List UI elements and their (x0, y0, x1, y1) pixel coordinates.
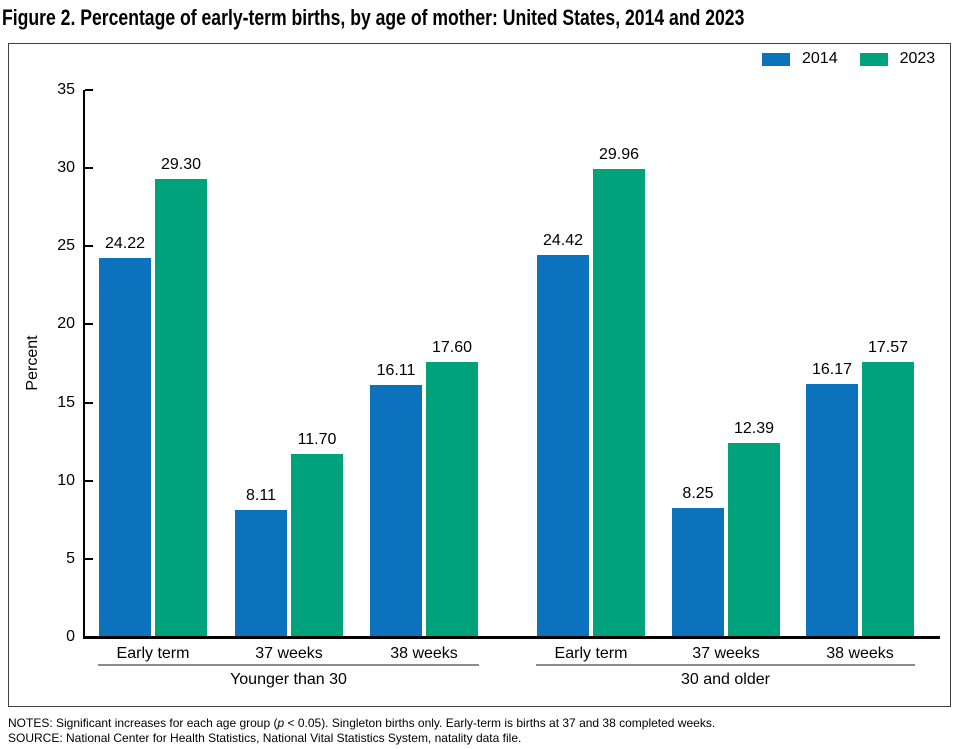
legend-label-2014: 2014 (802, 50, 838, 67)
y-tick-label-25: 25 (57, 237, 75, 255)
bar-value-label-2023-5: 17.57 (867, 339, 909, 357)
y-tick-10 (85, 479, 93, 482)
bar-value-label-2014-2: 16.11 (376, 362, 416, 380)
y-tick-label-5: 5 (66, 549, 75, 567)
bar-2023-3 (593, 168, 645, 637)
y-tick-25 (85, 245, 93, 248)
group-label-1: 30 and older (681, 671, 770, 688)
bar-2023-1 (291, 454, 343, 637)
bar-2023-4 (728, 443, 780, 637)
bar-value-label-2014-3: 24.42 (542, 232, 584, 250)
bar-value-label-2014-4: 8.25 (682, 485, 714, 503)
y-axis-line (83, 90, 85, 637)
category-label-4: 37 weeks (692, 645, 760, 662)
legend-item-2023: 2023 (859, 50, 936, 68)
group-underline-0 (98, 664, 479, 666)
bar-value-label-2014-1: 8.11 (246, 487, 276, 505)
bar-value-label-2023-3: 29.96 (598, 145, 640, 163)
category-label-3: Early term (554, 645, 628, 662)
category-label-1: 37 weeks (255, 645, 323, 662)
y-tick-label-35: 35 (57, 81, 75, 98)
y-tick-label-10: 10 (57, 471, 75, 489)
y-tick-label-0: 0 (66, 628, 75, 645)
notes: NOTES: Significant increases for each ag… (8, 716, 715, 746)
notes-line2: SOURCE: National Center for Health Stati… (8, 731, 522, 745)
bar-value-label-2023-0: 29.30 (160, 156, 202, 174)
bar-2014-2 (370, 385, 422, 637)
group-label-0: Younger than 30 (230, 671, 347, 688)
x-axis-line (83, 636, 940, 639)
group-underline-1 (536, 664, 915, 666)
category-label-2: 38 weeks (390, 645, 458, 662)
y-tick-20 (85, 323, 93, 326)
legend-swatch-2014 (762, 52, 790, 66)
bar-2014-0 (99, 258, 151, 637)
bar-2023-0 (155, 179, 207, 637)
y-tick-35 (85, 89, 93, 91)
bar-value-label-2023-2: 17.60 (431, 338, 473, 356)
bar-2014-5 (806, 384, 858, 637)
y-tick-label-20: 20 (57, 315, 75, 333)
bar-2023-2 (426, 361, 478, 637)
y-tick-label-15: 15 (57, 393, 75, 411)
y-tick-5 (85, 557, 93, 560)
bar-2014-4 (672, 508, 724, 637)
category-label-5: 38 weeks (826, 645, 894, 662)
legend: 2014 2023 (762, 50, 935, 68)
notes-line1: NOTES: Significant increases for each ag… (8, 716, 716, 730)
legend-swatch-2023 (859, 52, 888, 66)
bar-2023-5 (862, 362, 914, 637)
y-tick-30 (85, 167, 93, 170)
figure-title: Figure 2. Percentage of early-term birth… (2, 5, 745, 30)
bar-value-label-2023-1: 11.70 (297, 431, 337, 449)
category-label-0: Early term (116, 645, 190, 662)
bar-2014-3 (537, 255, 589, 637)
bar-value-label-2023-4: 12.39 (733, 420, 775, 438)
bar-value-label-2014-5: 16.17 (811, 361, 853, 379)
p-value-symbol: p (277, 716, 285, 730)
bar-value-label-2014-0: 24.22 (104, 235, 146, 253)
legend-item-2014: 2014 (762, 50, 838, 68)
legend-label-2023: 2023 (899, 50, 936, 67)
y-tick-label-30: 30 (57, 159, 75, 177)
y-tick-15 (85, 401, 93, 404)
bar-2014-1 (235, 510, 287, 637)
